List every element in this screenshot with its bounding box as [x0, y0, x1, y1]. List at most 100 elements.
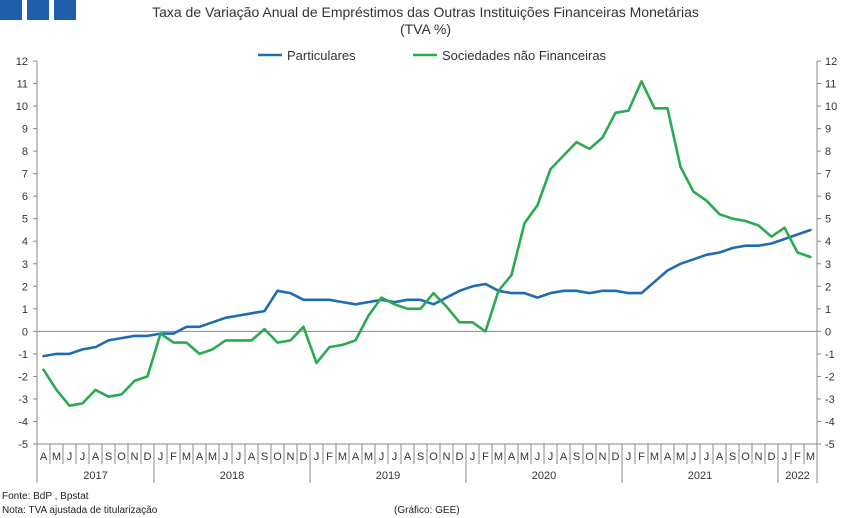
x-tick-label-month: J	[379, 451, 385, 463]
x-tick-label-month: M	[494, 451, 503, 463]
x-tick-label-month: J	[470, 451, 476, 463]
x-tick-label-month: N	[755, 451, 763, 463]
x-tick-label-month: J	[158, 451, 164, 463]
x-tick-label-year: 2021	[688, 470, 712, 482]
y-tick-label-right: 2	[825, 281, 831, 293]
x-tick-label-month: M	[650, 451, 659, 463]
x-tick-label-month: M	[182, 451, 191, 463]
x-tick-label-month: O	[585, 451, 594, 463]
x-tick-label-month: M	[338, 451, 347, 463]
y-tick-label-left: -2	[18, 371, 28, 383]
y-tick-label-left: 6	[22, 191, 28, 203]
x-tick-label-month: A	[716, 451, 724, 463]
logo	[0, 0, 78, 20]
x-tick-label-month: A	[92, 451, 100, 463]
x-tick-label-month: J	[223, 451, 229, 463]
x-tick-label-month: S	[105, 451, 112, 463]
x-tick-label-month: F	[170, 451, 177, 463]
x-tick-label-month: N	[443, 451, 451, 463]
x-tick-label-month: D	[144, 451, 152, 463]
y-tick-label-left: 1	[22, 304, 28, 316]
y-tick-label-right: -5	[825, 439, 835, 451]
x-tick-label-year: 2018	[220, 470, 244, 482]
x-tick-label-month: D	[612, 451, 620, 463]
y-tick-label-right: -4	[825, 416, 835, 428]
y-tick-label-left: 12	[16, 56, 28, 68]
chart-subtitle: (TVA %)	[399, 21, 452, 37]
x-tick-label-month: J	[548, 451, 554, 463]
x-tick-label-month: J	[691, 451, 697, 463]
x-tick-label-month: D	[456, 451, 464, 463]
y-tick-label-right: 11	[825, 79, 836, 91]
x-tick-label-month: F	[638, 451, 645, 463]
y-tick-label-left: 9	[22, 124, 28, 136]
y-tick-label-right: 4	[825, 236, 831, 248]
x-tick-label-month: S	[417, 451, 424, 463]
x-tick-label-month: A	[40, 451, 48, 463]
y-tick-label-left: -4	[18, 416, 28, 428]
x-tick-label-month: J	[535, 451, 541, 463]
y-tick-label-right: 9	[825, 124, 831, 136]
x-tick-label-month: M	[520, 451, 529, 463]
x-tick-label-month: A	[352, 451, 360, 463]
x-tick-label-month: A	[508, 451, 516, 463]
y-tick-label-left: 8	[22, 146, 28, 158]
x-tick-label-month: D	[300, 451, 308, 463]
x-tick-label-month: J	[704, 451, 710, 463]
x-tick-label-month: N	[287, 451, 295, 463]
y-tick-label-left: -1	[18, 349, 28, 361]
y-tick-label-right: -2	[825, 371, 835, 383]
x-tick-label-month: M	[806, 451, 815, 463]
y-tick-label-left: -5	[18, 439, 28, 451]
x-tick-label-month: F	[794, 451, 801, 463]
y-tick-label-left: 4	[22, 236, 28, 248]
x-tick-label-month: S	[729, 451, 736, 463]
x-tick-label-month: M	[208, 451, 217, 463]
y-tick-label-left: -3	[18, 394, 28, 406]
y-tick-label-right: 12	[825, 56, 837, 68]
chart-title: Taxa de Variação Anual de Empréstimos da…	[152, 4, 699, 20]
y-tick-label-left: 0	[22, 326, 28, 338]
x-tick-label-month: J	[782, 451, 788, 463]
y-tick-label-right: 8	[825, 146, 831, 158]
x-tick-label-month: F	[326, 451, 333, 463]
x-tick-label-month: O	[741, 451, 750, 463]
x-tick-label-month: J	[67, 451, 73, 463]
x-tick-label-month: M	[364, 451, 373, 463]
y-tick-label-right: 5	[825, 214, 831, 226]
x-tick-label-month: M	[52, 451, 61, 463]
x-tick-label-year: 2020	[532, 470, 556, 482]
y-tick-label-left: 5	[22, 214, 28, 226]
x-tick-label-month: J	[314, 451, 320, 463]
y-tick-label-right: 0	[825, 326, 831, 338]
x-tick-label-month: A	[248, 451, 256, 463]
source-note: Fonte: BdP , Bpstat	[2, 491, 89, 502]
x-tick-label-month: F	[482, 451, 489, 463]
x-tick-label-month: D	[768, 451, 776, 463]
y-tick-label-left: 2	[22, 281, 28, 293]
x-tick-label-year: 2019	[376, 470, 400, 482]
x-tick-label-month: N	[599, 451, 607, 463]
legend-label-sociedades: Sociedades não Financeiras	[442, 48, 607, 63]
x-tick-label-month: S	[573, 451, 580, 463]
x-tick-label-month: O	[429, 451, 438, 463]
y-tick-label-right: 6	[825, 191, 831, 203]
y-tick-label-right: 7	[825, 169, 831, 181]
x-tick-label-month: A	[664, 451, 672, 463]
series-line-sociedades	[42, 80, 812, 408]
y-tick-label-right: 10	[825, 101, 837, 113]
logo-square-1	[0, 0, 22, 20]
x-tick-label-month: A	[560, 451, 568, 463]
y-tick-label-right: -3	[825, 394, 835, 406]
chart-credit: (Gráfico: GEE)	[394, 505, 460, 516]
y-tick-label-left: 3	[22, 259, 28, 271]
x-tick-label-month: S	[261, 451, 268, 463]
y-tick-label-left: 11	[17, 79, 28, 91]
x-tick-label-year: 2017	[83, 470, 107, 482]
y-tick-label-left: 7	[22, 169, 28, 181]
x-tick-label-month: J	[236, 451, 242, 463]
logo-square-2	[27, 0, 49, 20]
x-tick-label-month: J	[392, 451, 398, 463]
footnote: Nota: TVA ajustada de titularização	[2, 505, 158, 516]
